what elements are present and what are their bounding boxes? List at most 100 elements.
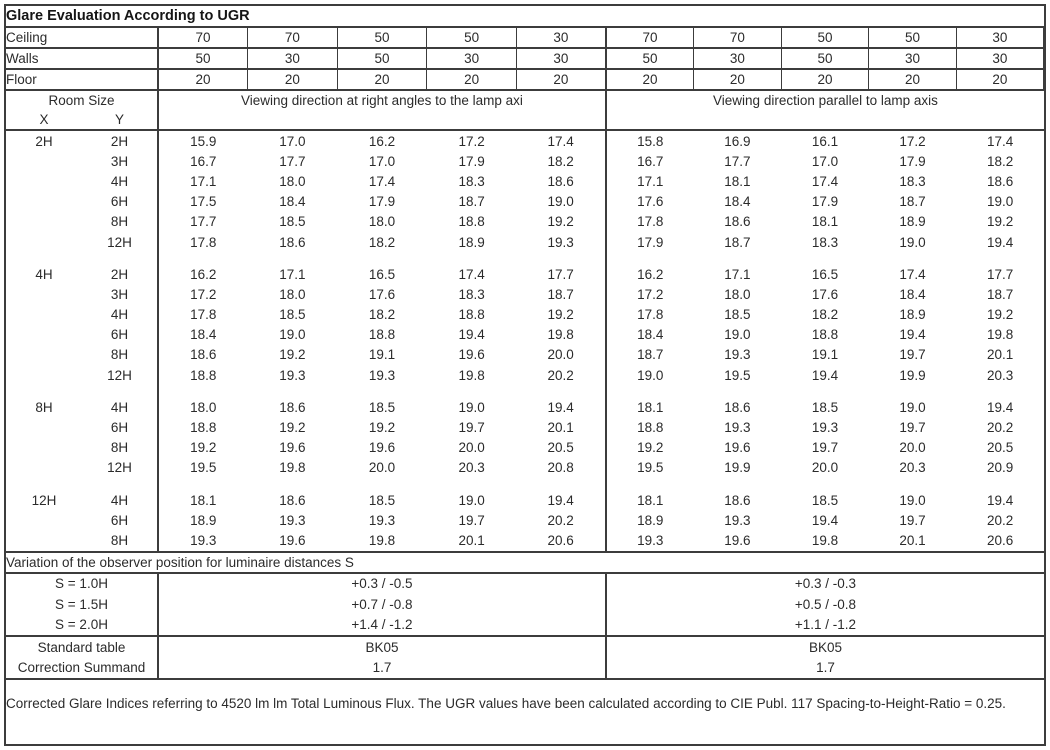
ugr-value: 18.8: [637, 420, 664, 436]
ugr-value: 17.1: [279, 266, 306, 282]
ugr-value: 19.4: [516, 490, 607, 511]
block-gap-cell: [427, 478, 517, 490]
ugr-value: 20.1: [899, 532, 926, 548]
ugr-value: 20.3: [899, 460, 926, 476]
reflectance-value: 20: [868, 69, 957, 91]
table-row: 12H 18.8 19.3 19.3 19.8 20.2 19.0 19.5 19.4 19.9 2…: [6, 365, 1044, 386]
ugr-value: 18.2: [811, 307, 839, 323]
ugr-value: 20.6: [987, 532, 1014, 548]
standard-table-row: Standard table BK05 BK05: [6, 636, 1044, 658]
table-row: 3H 16.7 17.7 17.0 17.9 18.2 16.7 17.7 17.0 17.9 18…: [6, 151, 1044, 172]
ugr-value: 20.2: [516, 510, 607, 531]
ugr-value: 17.4: [458, 266, 485, 282]
table-row: 6H 18.4 19.0 18.8 19.4 19.8 18.4 19.0 18.8 19.4 19…: [6, 324, 1044, 345]
room-y-value: 2H: [82, 264, 159, 285]
block-gap-cell: [6, 478, 82, 490]
observer-variation-right: +1.1 / -1.2: [605, 614, 1044, 638]
room-y-value: 4H: [82, 304, 159, 325]
ugr-value: 19.3: [190, 532, 217, 548]
ugr-value: 17.9: [637, 234, 664, 250]
room-y-value: 8H: [82, 211, 159, 232]
room-y-value: 6H: [82, 417, 159, 438]
room-x-value: [6, 232, 82, 252]
ugr-value: 17.6: [637, 194, 664, 210]
room-y-value: 3H: [82, 151, 159, 172]
block-gap-cell: [606, 385, 694, 397]
ugr-value: 19.3: [637, 532, 664, 548]
block-gap-cell: [82, 252, 159, 265]
ugr-value: 18.5: [811, 492, 839, 508]
reflectance-value: 30: [247, 48, 338, 70]
ugr-value: 19.8: [458, 367, 485, 383]
ugr-value: 17.1: [724, 266, 751, 282]
ugr-value: 18.5: [279, 307, 306, 323]
ugr-value: 19.3: [724, 420, 751, 436]
block-gap-cell: [694, 252, 782, 264]
ugr-value: 18.8: [190, 420, 217, 436]
block-gap-cell: [606, 252, 694, 264]
standard-table-label: Standard table: [6, 636, 159, 658]
ugr-value: 17.4: [368, 173, 396, 189]
room-y-value: 4H: [82, 397, 159, 418]
ugr-value: 19.7: [899, 512, 926, 528]
table-frame: Glare Evaluation According to UGR Ceiling…: [4, 4, 1046, 746]
ugr-value: 18.4: [190, 327, 217, 343]
direction-header-left: Viewing direction at right angles to the…: [158, 90, 607, 110]
block-gap-cell: [781, 478, 869, 490]
table-row: 4H 17.8 18.5 18.2 18.8 19.2 17.8 18.5 18.2 18.9 19…: [6, 304, 1044, 325]
observer-variation-left: +1.4 / -1.2: [158, 614, 607, 638]
ugr-value: 19.8: [368, 532, 396, 548]
ugr-value: 19.4: [811, 367, 839, 383]
ugr-value: 20.2: [987, 420, 1014, 436]
ugr-value: 18.4: [899, 286, 926, 302]
ugr-value: 18.2: [368, 234, 396, 250]
page-title: Glare Evaluation According to UGR: [6, 6, 1044, 28]
reflectance-value: 50: [337, 27, 428, 49]
block-gap-cell: [869, 478, 957, 490]
ugr-value: 15.9: [190, 133, 217, 149]
ugr-value: 18.0: [368, 214, 396, 230]
reflectance-value: 20: [693, 69, 782, 91]
correction-summand-right: 1.7: [605, 657, 1044, 681]
reflectance-value: 50: [158, 48, 249, 70]
ugr-value: 17.7: [279, 153, 306, 169]
room-size-header: Room Size: [6, 90, 159, 110]
ugr-value: 19.6: [279, 440, 306, 456]
reflectance-row: Ceiling 70 70 50 50 30 70 70 50 50 30: [6, 27, 1045, 49]
ugr-value: 19.3: [279, 367, 306, 383]
reflectance-value: 50: [337, 48, 428, 70]
ugr-value: 19.0: [458, 492, 485, 508]
ugr-value: 15.8: [637, 133, 664, 149]
reflectance-value: 20: [605, 69, 695, 91]
correction-summand-row: Correction Summand 1.7 1.7: [6, 657, 1044, 681]
ugr-value: 18.1: [637, 399, 664, 415]
ugr-value: 20.8: [516, 457, 607, 478]
table-row: 6H 18.9 19.3 19.3 19.7 20.2 18.9 19.3 19.4 19.7 20…: [6, 510, 1044, 531]
ugr-value: 17.7: [724, 153, 751, 169]
room-x-value: 12H: [31, 492, 57, 508]
ugr-value: 19.4: [987, 492, 1014, 508]
ugr-value: 17.7: [987, 266, 1014, 282]
room-x-value: [6, 171, 82, 191]
ugr-value: 19.2: [987, 307, 1014, 323]
y-header: Y: [82, 110, 159, 131]
block-gap-cell: [337, 252, 427, 264]
observer-variation-row: S = 1.5H +0.7 / -0.8 +0.5 / -0.8: [6, 594, 1044, 615]
ugr-value: 16.2: [637, 266, 664, 282]
room-x-value: [6, 530, 82, 551]
room-x-value: 4H: [35, 266, 53, 282]
ugr-value: 17.4: [987, 133, 1014, 149]
ugr-value: 19.0: [987, 194, 1014, 210]
ugr-table: Glare Evaluation According to UGR Ceiling…: [6, 6, 1045, 726]
ugr-value: 18.1: [724, 173, 751, 189]
ugr-value: 18.6: [190, 347, 217, 363]
ugr-value: 18.6: [724, 214, 751, 230]
ugr-value: 20.0: [368, 460, 396, 476]
room-x-value: [6, 325, 82, 345]
ugr-value: 19.4: [987, 234, 1014, 250]
table-row: 8H 18.6 19.2 19.1 19.6 20.0 18.7 19.3 19.1 19.7 20…: [6, 344, 1044, 366]
ugr-value: 19.3: [811, 420, 839, 436]
ugr-value: 19.2: [279, 420, 306, 436]
ugr-value: 19.3: [724, 347, 751, 363]
reflectance-value: 20: [781, 69, 870, 91]
